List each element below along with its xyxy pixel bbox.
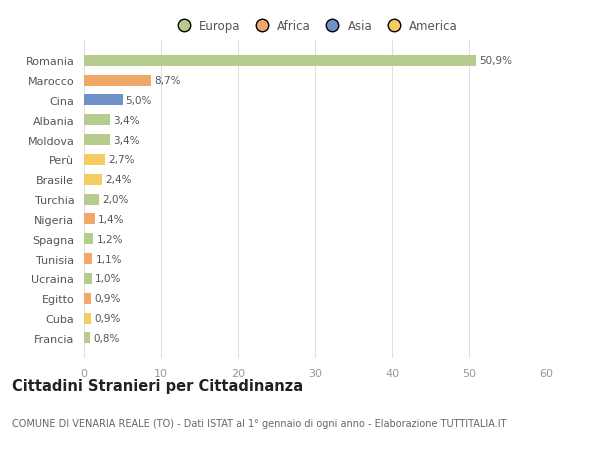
- Bar: [84, 293, 91, 304]
- Text: 3,4%: 3,4%: [113, 116, 140, 125]
- Bar: [84, 274, 92, 284]
- Bar: [84, 234, 93, 245]
- Legend: Europa, Africa, Asia, America: Europa, Africa, Asia, America: [167, 16, 463, 38]
- Text: 2,7%: 2,7%: [108, 155, 134, 165]
- Text: 8,7%: 8,7%: [154, 76, 181, 86]
- Bar: [84, 214, 95, 225]
- Bar: [84, 333, 90, 344]
- Bar: [84, 174, 103, 185]
- Text: 0,9%: 0,9%: [94, 313, 121, 324]
- Text: COMUNE DI VENARIA REALE (TO) - Dati ISTAT al 1° gennaio di ogni anno - Elaborazi: COMUNE DI VENARIA REALE (TO) - Dati ISTA…: [12, 418, 506, 428]
- Text: 1,2%: 1,2%: [97, 234, 123, 244]
- Text: 2,4%: 2,4%: [106, 175, 132, 185]
- Bar: [84, 115, 110, 126]
- Text: 0,9%: 0,9%: [94, 294, 121, 303]
- Text: 3,4%: 3,4%: [113, 135, 140, 146]
- Text: 0,8%: 0,8%: [93, 333, 119, 343]
- Bar: [84, 135, 110, 146]
- Text: 1,4%: 1,4%: [98, 214, 124, 224]
- Text: 50,9%: 50,9%: [479, 56, 512, 66]
- Bar: [84, 253, 92, 264]
- Bar: [84, 95, 122, 106]
- Bar: [84, 313, 91, 324]
- Bar: [84, 56, 476, 67]
- Text: Cittadini Stranieri per Cittadinanza: Cittadini Stranieri per Cittadinanza: [12, 379, 303, 394]
- Text: 2,0%: 2,0%: [103, 195, 129, 205]
- Bar: [84, 75, 151, 86]
- Bar: [84, 155, 105, 166]
- Text: 1,0%: 1,0%: [95, 274, 121, 284]
- Text: 1,1%: 1,1%: [95, 254, 122, 264]
- Text: 5,0%: 5,0%: [125, 96, 152, 106]
- Bar: [84, 194, 100, 205]
